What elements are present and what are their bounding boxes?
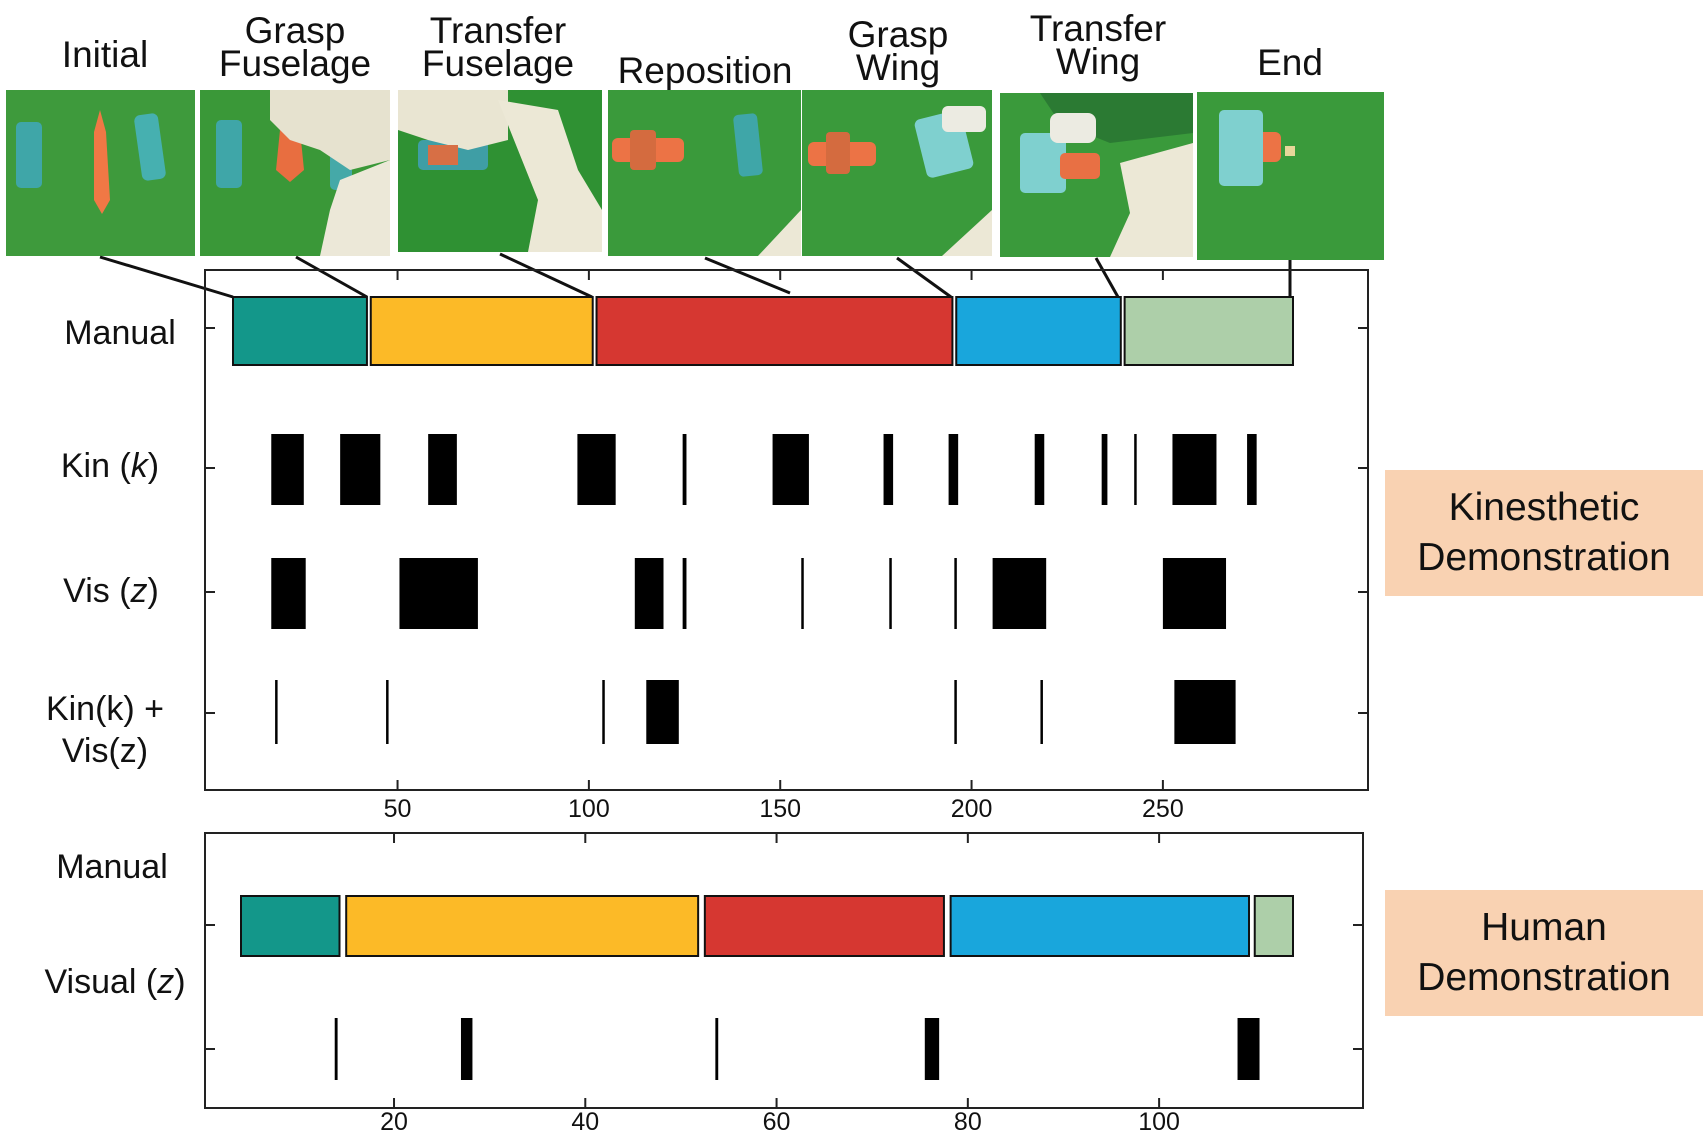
kinesthetic-kin-event-2 — [340, 434, 381, 505]
phase-title-transfer-fuselage: Transfer Fuselage — [421, 10, 575, 84]
thumbnail-transfer-fuselage — [398, 90, 602, 252]
human-manual-segment-2 — [345, 895, 700, 957]
label-manual-kinesthetic: Manual — [64, 314, 176, 352]
kinesthetic-kin-event-12 — [1172, 434, 1217, 505]
kinesthetic-kin-row — [271, 434, 1257, 505]
human-axes: 20 40 60 80 100 — [204, 832, 1364, 1136]
label-kin-vis-combined: Kin(k) + Vis(z) — [45, 690, 165, 770]
kinesthetic-vis-row — [271, 558, 1227, 629]
kinesthetic-kin-event-6 — [772, 434, 809, 505]
human-visual-event-2 — [460, 1018, 473, 1080]
label-manual-human: Manual — [56, 848, 168, 886]
kinesthetic-xtick-label-100: 100 — [568, 795, 610, 823]
human-xtick-label-100: 100 — [1138, 1108, 1180, 1136]
tag-human-demonstration: Human Demonstration — [1385, 890, 1703, 1016]
kinesthetic-manual-row — [232, 296, 1294, 366]
kinesthetic-manual-segment-4 — [955, 296, 1122, 366]
kinesthetic-kin-event-3 — [428, 434, 457, 505]
label-kin: Kin (k) — [60, 447, 160, 485]
kinesthetic-kin-event-9 — [1034, 434, 1045, 505]
kinesthetic-vis-event-7 — [954, 558, 957, 629]
kinesthetic-kin-event-8 — [948, 434, 959, 505]
fuselage-part — [94, 110, 110, 214]
human-xtick-label-40: 40 — [571, 1108, 599, 1136]
human-xtick-label-20: 20 — [380, 1108, 408, 1136]
label-vis: Vis (z) — [63, 572, 159, 610]
kinesthetic-vis-event-1 — [271, 558, 306, 629]
kinesthetic-combined-event-7 — [1174, 680, 1236, 744]
kinesthetic-kin-event-10 — [1101, 434, 1108, 505]
kinesthetic-vis-event-3 — [634, 558, 664, 629]
kinesthetic-vis-event-8 — [992, 558, 1047, 629]
human-visual-event-5 — [1237, 1018, 1260, 1080]
kinesthetic-vis-event-4 — [682, 558, 687, 629]
kinesthetic-combined-event-4 — [646, 680, 679, 744]
kinesthetic-kin-event-13 — [1247, 434, 1257, 505]
kinesthetic-kin-event-4 — [577, 434, 616, 505]
human-visual-event-1 — [334, 1018, 338, 1080]
phase-title-grasp-wing: Grasp Wing — [847, 14, 949, 88]
kinesthetic-vis-event-5 — [801, 558, 804, 629]
wing-part-right — [134, 113, 166, 181]
wing-part-left — [16, 122, 42, 188]
thumbnail-initial — [6, 90, 195, 256]
kinesthetic-axes: 50 100 150 200 250 — [204, 269, 1369, 823]
kinesthetic-kin-event-11 — [1134, 434, 1137, 505]
kinesthetic-vis-event-6 — [889, 558, 892, 629]
phase-title-end: End — [1257, 42, 1323, 83]
kinesthetic-manual-segment-5 — [1123, 296, 1294, 366]
kinesthetic-manual-segment-3 — [595, 296, 954, 366]
kinesthetic-combined-event-6 — [1040, 680, 1043, 744]
phase-title-grasp-fuselage: Grasp Fuselage — [218, 10, 372, 84]
thumbnail-grasp-wing — [802, 90, 992, 256]
connector-grasp-wing — [896, 256, 952, 299]
thumbnail-reposition — [608, 90, 801, 256]
kinesthetic-manual-segment-2 — [369, 296, 594, 366]
thumbnail-end — [1197, 92, 1384, 260]
connector-transfer-wing — [1094, 257, 1120, 298]
kinesthetic-combined-event-5 — [954, 680, 957, 744]
kinesthetic-xtick-label-200: 200 — [951, 795, 993, 823]
thumbnail-transfer-wing — [1000, 93, 1193, 257]
phase-title-transfer-wing: Transfer Wing — [1029, 8, 1167, 82]
thumbnail-grasp-fuselage — [200, 90, 390, 256]
connector-grasp-fuselage — [295, 255, 368, 299]
human-manual-segment-4 — [949, 895, 1251, 957]
kinesthetic-manual-segment-1 — [232, 296, 368, 366]
human-visual-event-3 — [715, 1018, 719, 1080]
kinesthetic-kin-event-1 — [271, 434, 304, 505]
human-axes-frame — [204, 832, 1364, 1109]
kinesthetic-combined-event-1 — [275, 680, 278, 744]
kinesthetic-combined-event-3 — [602, 680, 605, 744]
connector-transfer-fuselage — [499, 252, 593, 299]
connector-reposition — [704, 256, 791, 295]
kinesthetic-kin-event-5 — [682, 434, 687, 505]
kinesthetic-combined-event-2 — [386, 680, 389, 744]
phase-title-reposition: Reposition — [617, 50, 793, 91]
kinesthetic-xtick-label-150: 150 — [759, 795, 801, 823]
connector-lines — [99, 252, 1292, 299]
kinesthetic-vis-event-9 — [1162, 558, 1227, 629]
human-xtick-label-80: 80 — [954, 1108, 982, 1136]
human-manual-row — [240, 895, 1295, 957]
human-manual-segment-3 — [703, 895, 945, 957]
human-visual-row — [334, 1018, 1260, 1080]
kinesthetic-kin-event-7 — [883, 434, 894, 505]
label-visual-human: Visual (z) — [44, 963, 186, 1001]
human-manual-segment-1 — [240, 895, 341, 957]
human-xtick-label-60: 60 — [763, 1108, 791, 1136]
kinesthetic-vis-event-2 — [399, 558, 478, 629]
phase-title-initial: Initial — [61, 34, 149, 75]
kinesthetic-xtick-label-50: 50 — [384, 795, 412, 823]
kinesthetic-combined-row — [275, 680, 1236, 744]
kinesthetic-xtick-label-250: 250 — [1142, 795, 1184, 823]
human-visual-event-4 — [924, 1018, 940, 1080]
human-manual-segment-5 — [1253, 895, 1295, 957]
kinesthetic-axes-frame — [204, 269, 1369, 791]
tag-kinesthetic-demonstration: Kinesthetic Demonstration — [1385, 470, 1703, 596]
connector-initial — [99, 255, 234, 299]
